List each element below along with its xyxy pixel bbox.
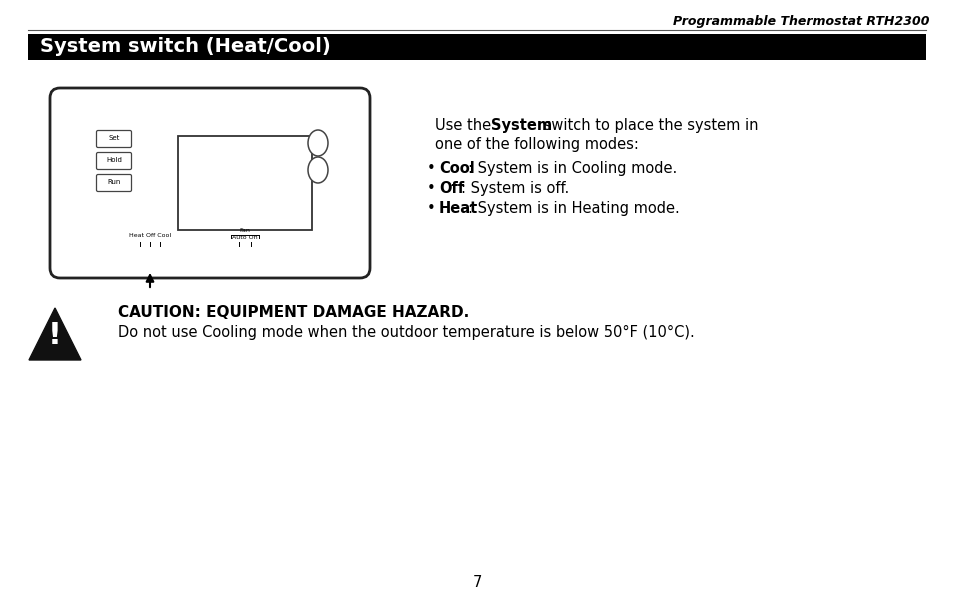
Text: : System is off.: : System is off. xyxy=(460,181,568,196)
Text: System: System xyxy=(491,118,552,133)
Ellipse shape xyxy=(308,130,328,156)
FancyBboxPatch shape xyxy=(96,153,132,170)
Text: Auto On: Auto On xyxy=(232,235,257,240)
Text: Run: Run xyxy=(107,179,121,185)
Text: : System is in Cooling mode.: : System is in Cooling mode. xyxy=(467,161,677,176)
Text: Cool: Cool xyxy=(438,161,475,176)
Text: Use the: Use the xyxy=(435,118,496,133)
Text: Fan: Fan xyxy=(239,228,251,233)
Text: Heat Off Cool: Heat Off Cool xyxy=(129,233,171,238)
Text: Set: Set xyxy=(109,135,119,141)
Ellipse shape xyxy=(308,157,328,183)
Text: 7: 7 xyxy=(472,575,481,590)
FancyBboxPatch shape xyxy=(96,131,132,148)
Text: Heat: Heat xyxy=(438,201,477,216)
Text: Hold: Hold xyxy=(106,157,122,163)
FancyBboxPatch shape xyxy=(50,88,370,278)
Text: : System is in Heating mode.: : System is in Heating mode. xyxy=(467,201,679,216)
Text: !: ! xyxy=(48,320,62,350)
FancyBboxPatch shape xyxy=(28,34,925,60)
Text: •: • xyxy=(427,161,436,176)
Text: Programmable Thermostat RTH2300: Programmable Thermostat RTH2300 xyxy=(673,15,929,28)
Polygon shape xyxy=(29,308,81,360)
Text: Do not use Cooling mode when the outdoor temperature is below 50°F (10°C).: Do not use Cooling mode when the outdoor… xyxy=(118,325,694,340)
Text: one of the following modes:: one of the following modes: xyxy=(435,137,639,152)
Text: CAUTION: EQUIPMENT DAMAGE HAZARD.: CAUTION: EQUIPMENT DAMAGE HAZARD. xyxy=(118,305,469,320)
Text: •: • xyxy=(427,181,436,196)
Text: •: • xyxy=(427,201,436,216)
FancyBboxPatch shape xyxy=(96,174,132,192)
Text: System switch (Heat/Cool): System switch (Heat/Cool) xyxy=(40,38,331,57)
Text: switch to place the system in: switch to place the system in xyxy=(538,118,758,133)
Text: Off: Off xyxy=(438,181,464,196)
FancyBboxPatch shape xyxy=(178,136,312,230)
